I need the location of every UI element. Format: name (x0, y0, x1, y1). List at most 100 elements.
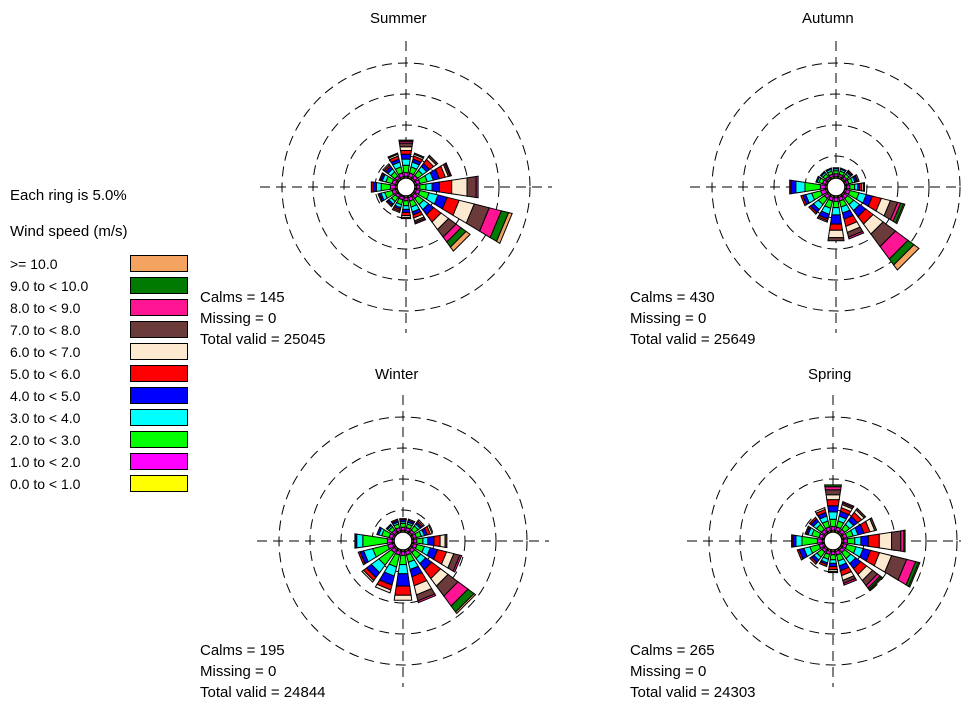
petal-segment (416, 537, 424, 545)
petal-segment (495, 212, 513, 245)
petal-segment (847, 230, 865, 240)
legend-swatch (130, 343, 188, 360)
petal-segment (397, 564, 409, 575)
winter-title: Winter (375, 366, 419, 383)
petal-segment (833, 197, 839, 202)
petal-segment (824, 484, 842, 488)
summer-missing: Missing = 0 (200, 310, 277, 327)
petal-segment (796, 548, 804, 561)
petal-segment (827, 570, 839, 574)
petal-segment (422, 536, 429, 546)
petal-segment (376, 526, 383, 536)
legend-swatch (130, 277, 188, 294)
petal-segment (839, 167, 847, 172)
legend-label: 2.0 to < 3.0 (10, 432, 81, 448)
petal-segment (356, 533, 364, 549)
calm-circle (826, 177, 846, 197)
petal-segment (417, 593, 437, 604)
petal-segment (454, 592, 477, 615)
petal-segment (908, 561, 921, 588)
petal-segment (451, 177, 468, 197)
ring-note: Each ring is 5.0% (10, 187, 127, 204)
petal-segment (795, 534, 803, 548)
legend-label: 0.0 to < 1.0 (10, 476, 81, 492)
spring-total: Total valid = 24303 (630, 684, 756, 701)
petal-segment (868, 576, 884, 592)
petal-segment (385, 200, 393, 208)
legend-swatch (130, 431, 188, 448)
petal-segment (829, 518, 837, 528)
legend-title: Wind speed (m/s) (10, 223, 128, 240)
petal-segment (425, 182, 433, 192)
petal-segment (790, 179, 797, 195)
petal-segment (801, 535, 818, 547)
petal-segment (387, 152, 399, 159)
petal-segment (804, 181, 821, 193)
legend-label: 3.0 to < 4.0 (10, 410, 81, 426)
petal-segment (475, 175, 479, 199)
petal-segment (830, 526, 836, 531)
petal-segment (804, 525, 810, 535)
petal-segment (843, 538, 848, 544)
petal-segment (407, 518, 416, 524)
petal-segment (401, 158, 411, 166)
petal-segment (370, 181, 374, 193)
petal-segment (869, 517, 878, 532)
petal-segment (394, 585, 412, 596)
petal-segment (385, 523, 393, 531)
legend-swatch (130, 255, 188, 272)
petal-segment (891, 530, 902, 552)
legend-swatch (130, 453, 188, 470)
petal-segment (361, 569, 375, 583)
petal-segment (862, 182, 865, 192)
petal-segment (417, 519, 425, 527)
winter-calms: Calms = 195 (200, 642, 285, 659)
petal-segment (393, 594, 413, 601)
petal-segment (829, 214, 843, 225)
petal-segment (832, 200, 840, 209)
autumn-total: Total valid = 25649 (630, 331, 756, 348)
legend-label: 9.0 to < 10.0 (10, 278, 89, 294)
petal-segment (855, 507, 867, 519)
petal-segment (846, 169, 854, 177)
petal-segment (402, 200, 410, 207)
petal-segment (402, 205, 410, 210)
legend-label: 7.0 to < 8.0 (10, 322, 81, 338)
petal-segment (382, 163, 391, 172)
petal-segment (395, 573, 411, 587)
petal-segment (398, 142, 414, 148)
winter-total: Total valid = 24844 (200, 684, 326, 701)
petal-segment (380, 182, 391, 192)
petal-segment (427, 154, 439, 166)
legend-swatch (130, 321, 188, 338)
summer-calms: Calms = 145 (200, 289, 285, 306)
petal-segment (824, 489, 842, 496)
petal-segment (452, 554, 463, 573)
petal-segment (878, 531, 893, 551)
autumn-calms: Calms = 430 (630, 289, 715, 306)
petal-segment (828, 223, 844, 231)
petal-segment (398, 554, 408, 566)
petal-segment (854, 536, 862, 546)
autumn-title: Autumn (802, 10, 854, 27)
petal-segment (389, 184, 396, 190)
calm-circle (393, 531, 413, 551)
petal-segment (791, 534, 794, 548)
petal-segment (399, 150, 413, 155)
petal-segment (449, 230, 471, 252)
petal-segment (846, 537, 856, 545)
petal-segment (378, 172, 385, 182)
petal-segment (403, 172, 409, 177)
spring-missing: Missing = 0 (630, 663, 707, 680)
petal-segment (825, 494, 841, 501)
petal-segment (399, 518, 407, 521)
petal-segment (439, 534, 446, 548)
legend-swatch (130, 299, 188, 316)
petal-segment (816, 216, 829, 223)
spring-calms: Calms = 265 (630, 642, 715, 659)
petal-segment (398, 139, 414, 142)
petal-segment (402, 164, 410, 174)
petal-segment (816, 538, 823, 544)
petal-segment (903, 529, 906, 553)
petal-segment (809, 556, 818, 565)
